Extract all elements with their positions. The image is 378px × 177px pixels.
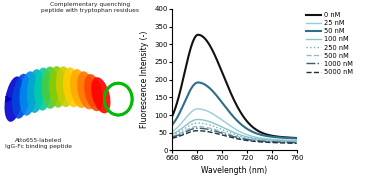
0 nM xyxy=(226,87,231,89)
25 nM xyxy=(196,108,200,110)
Ellipse shape xyxy=(70,69,88,108)
Ellipse shape xyxy=(91,77,110,113)
1000 nM xyxy=(195,127,200,129)
Line: 5000 nM: 5000 nM xyxy=(172,131,297,143)
Ellipse shape xyxy=(42,67,59,109)
500 nM xyxy=(253,139,258,141)
250 nM xyxy=(226,131,231,133)
50 nM xyxy=(192,84,196,86)
0 nM xyxy=(192,38,196,40)
250 nM xyxy=(243,137,248,139)
50 nM xyxy=(196,81,200,84)
Text: Complementary quenching
peptide with tryptophan residues: Complementary quenching peptide with try… xyxy=(42,2,139,13)
250 nM xyxy=(264,139,268,142)
Ellipse shape xyxy=(5,76,23,122)
Y-axis label: Fluorescence Intensity (-): Fluorescence Intensity (-) xyxy=(140,31,149,128)
1000 nM xyxy=(226,134,231,136)
Line: 50 nM: 50 nM xyxy=(172,82,297,138)
250 nM xyxy=(192,122,196,125)
1000 nM xyxy=(202,128,206,130)
Ellipse shape xyxy=(34,68,52,111)
100 nM xyxy=(195,118,200,121)
Line: 25 nM: 25 nM xyxy=(172,109,297,141)
25 nM xyxy=(192,109,196,111)
0 nM xyxy=(253,128,258,130)
50 nM xyxy=(264,135,268,137)
100 nM xyxy=(170,133,174,135)
500 nM xyxy=(264,140,268,142)
25 nM xyxy=(170,131,174,133)
5000 nM xyxy=(294,142,299,144)
Legend: 0 nM, 25 nM, 50 nM, 100 nM, 250 nM, 500 nM, 1000 nM, 5000 nM: 0 nM, 25 nM, 50 nM, 100 nM, 250 nM, 500 … xyxy=(304,9,355,78)
5000 nM xyxy=(202,130,206,132)
500 nM xyxy=(202,126,206,128)
Ellipse shape xyxy=(84,74,103,111)
5000 nM xyxy=(253,140,258,142)
X-axis label: Wavelength (nm): Wavelength (nm) xyxy=(201,166,267,175)
25 nM xyxy=(243,133,248,135)
5000 nM xyxy=(195,130,200,132)
0 nM xyxy=(294,137,299,139)
250 nM xyxy=(294,141,299,143)
Ellipse shape xyxy=(27,69,45,113)
Line: 100 nM: 100 nM xyxy=(172,119,297,141)
5000 nM xyxy=(243,139,248,141)
50 nM xyxy=(202,83,206,85)
Ellipse shape xyxy=(20,71,37,116)
Ellipse shape xyxy=(12,74,30,119)
250 nM xyxy=(253,138,258,141)
500 nM xyxy=(170,135,174,137)
FancyArrowPatch shape xyxy=(6,97,11,101)
5000 nM xyxy=(170,137,174,139)
250 nM xyxy=(170,134,174,136)
100 nM xyxy=(226,129,231,131)
1000 nM xyxy=(253,140,258,142)
5000 nM xyxy=(192,130,196,132)
250 nM xyxy=(195,122,200,124)
100 nM xyxy=(264,139,268,141)
500 nM xyxy=(195,125,200,128)
25 nM xyxy=(294,139,299,142)
500 nM xyxy=(243,138,248,140)
100 nM xyxy=(294,140,299,142)
1000 nM xyxy=(192,127,196,130)
100 nM xyxy=(243,135,248,138)
50 nM xyxy=(226,110,231,112)
500 nM xyxy=(192,126,196,128)
50 nM xyxy=(294,137,299,139)
100 nM xyxy=(253,138,258,140)
1000 nM xyxy=(294,142,299,144)
1000 nM xyxy=(170,136,174,138)
Line: 0 nM: 0 nM xyxy=(172,35,297,138)
5000 nM xyxy=(264,141,268,143)
1000 nM xyxy=(243,138,248,140)
50 nM xyxy=(243,127,248,129)
0 nM xyxy=(202,37,206,39)
Text: Atto655-labeled
IgG-Fc binding peptide: Atto655-labeled IgG-Fc binding peptide xyxy=(5,138,72,149)
50 nM xyxy=(253,132,258,134)
25 nM xyxy=(202,109,206,111)
0 nM xyxy=(264,133,268,135)
500 nM xyxy=(294,141,299,143)
Line: 1000 nM: 1000 nM xyxy=(172,128,297,143)
5000 nM xyxy=(226,136,231,138)
0 nM xyxy=(170,116,174,118)
25 nM xyxy=(253,136,258,138)
25 nM xyxy=(264,138,268,140)
100 nM xyxy=(202,119,206,121)
100 nM xyxy=(192,119,196,121)
500 nM xyxy=(226,133,231,135)
Ellipse shape xyxy=(56,66,73,107)
25 nM xyxy=(226,124,231,126)
0 nM xyxy=(196,34,200,36)
Ellipse shape xyxy=(77,71,96,109)
Line: 250 nM: 250 nM xyxy=(172,123,297,142)
Ellipse shape xyxy=(49,66,66,108)
250 nM xyxy=(202,123,206,125)
Line: 500 nM: 500 nM xyxy=(172,127,297,142)
1000 nM xyxy=(264,140,268,142)
Ellipse shape xyxy=(63,67,81,107)
0 nM xyxy=(243,119,248,121)
50 nM xyxy=(170,124,174,126)
